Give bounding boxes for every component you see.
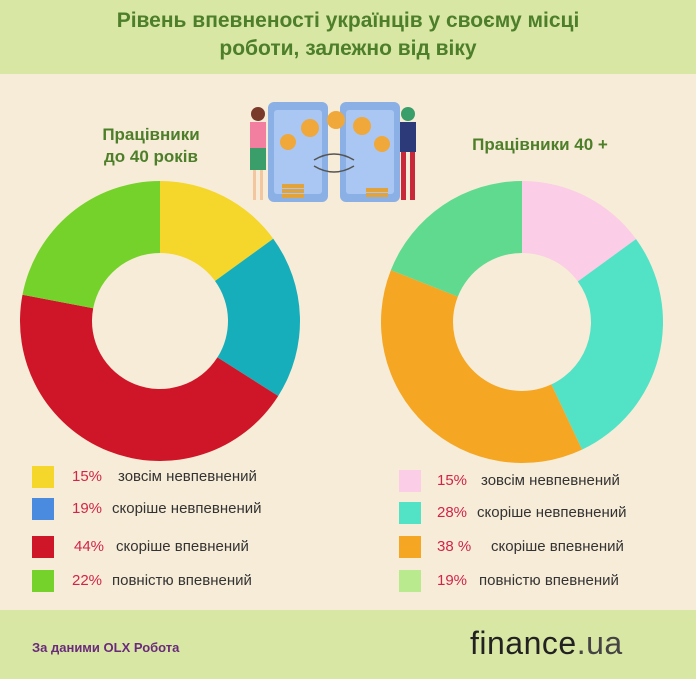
legend-item: 15% зовсім невпевнений [399,470,696,494]
brand-domain: .ua [576,625,623,661]
donut-slice-2 [215,238,300,397]
legend-item: 38 % скоріше впевнений [399,536,696,560]
woman-figure-icon [251,107,265,121]
legend-item: 22% повністю впевнений [32,570,352,594]
legend-label: скоріше впевнений [116,538,249,555]
man-figure-icon [401,107,415,121]
left-chart-title: Працівники до 40 років [76,124,226,168]
source-note: За даними OLX Робота [32,640,180,655]
legend-swatch [32,570,54,592]
legend-item: 44% скоріше впевнений [32,536,352,560]
donut-slice-4 [390,181,522,297]
legend-label: скоріше невпевнений [477,504,627,521]
legend-label: зовсім невпевнений [481,472,620,489]
donut-chart-40-plus [381,181,663,463]
legend-40-plus: 15% зовсім невпевнений 28% скоріше невпевне… [399,470,689,600]
exchange-arrow-icon [313,153,355,161]
coin-icon [280,134,296,150]
legend-value: 38 % [437,538,472,555]
right-chart-title: Працівники 40 + [472,135,608,154]
page-title: Рівень впевненості українців у своєму мі… [0,7,696,63]
legend-swatch [399,570,421,592]
legend-item: 28% скоріше невпевнений [399,502,696,526]
brand-main: finance [470,625,577,661]
legend-swatch [399,502,421,524]
legend-swatch [399,536,421,558]
coin-icon [301,119,319,137]
legend-swatch [399,470,421,492]
donut-slice-3 [381,270,583,463]
donut-slice-1 [522,181,637,282]
title-line-2: роботи, залежно від віку [219,37,477,60]
legend-label: скоріше впевнений [491,538,624,555]
legend-label: повністю впевнений [479,572,619,589]
donut-chart-under-40 [20,181,300,461]
legend-value: 15% [72,468,103,485]
donut-slice-1 [160,181,274,282]
legend-swatch [32,536,54,558]
title-line-1: Рівень впевненості українців у своєму мі… [116,9,580,32]
legend-value: 28% [437,504,468,521]
coin-icon [353,117,371,135]
legend-value: 44% [74,538,105,555]
donut-slice-4 [22,181,161,309]
left-chart-title-line-2: до 40 років [104,147,198,166]
left-chart-title-line-1: Працівники [102,125,200,144]
legend-value: 22% [72,572,103,589]
header-band [0,0,696,74]
legend-swatch [32,498,54,520]
coin-icon [374,136,390,152]
legend-value: 19% [437,572,468,589]
legend-item: 19% повністю впевнений [399,570,696,594]
coin-icon [327,111,345,129]
legend-label: повністю впевнений [112,572,252,589]
legend-swatch [32,466,54,488]
brand-logo[interactable]: finance.ua [470,625,623,662]
legend-value: 19% [72,500,103,517]
legend-value: 15% [437,472,468,489]
legend-label: скоріше невпевнений [112,500,262,517]
legend-item: 19% скоріше невпевнений [32,498,352,522]
donut-slice-2 [551,239,663,450]
legend-item: 15% зовсім невпевнений [32,466,352,490]
legend-under-40: 15% зовсім невпевнений 19% скоріше невпевне… [32,466,362,596]
donut-slice-3 [20,294,279,461]
illustration-phones-coins [250,102,416,202]
footer-band [0,610,696,679]
legend-label: зовсім невпевнений [118,468,257,485]
